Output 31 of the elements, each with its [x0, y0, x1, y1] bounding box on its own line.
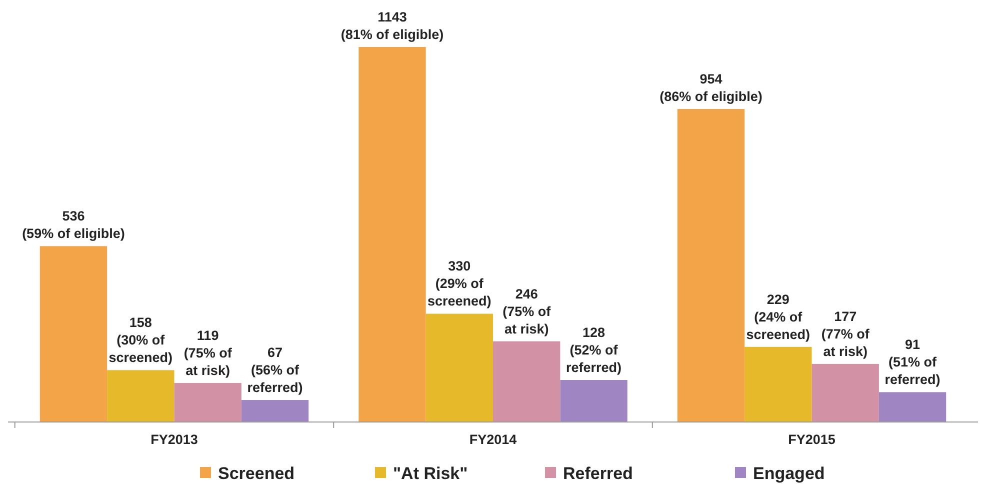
data-label: 246 (75% of at risk) — [502, 286, 552, 336]
bar — [358, 47, 426, 422]
x-tick-label: FY2014 — [469, 432, 518, 447]
data-label: 536 (59% of eligible) — [22, 208, 125, 242]
data-label: 229 (24% of screened) — [746, 292, 810, 342]
bar — [560, 380, 628, 422]
data-label: 330 (29% of screened) — [428, 258, 492, 309]
x-tick-label: FY2013 — [150, 432, 198, 447]
bar — [878, 392, 946, 422]
bar — [812, 364, 879, 422]
data-label: 954 (86% of eligible) — [660, 72, 762, 104]
bar — [241, 400, 309, 422]
legend-label: Screened — [218, 464, 295, 483]
data-label: 158 (30% of screened) — [108, 315, 173, 366]
bar — [174, 382, 242, 422]
data-label: 67 (56% of referred) — [247, 345, 303, 396]
legend-label: Referred — [563, 464, 633, 483]
bar — [677, 109, 745, 422]
data-label: 128 (52% of referred) — [566, 325, 622, 376]
bar — [107, 370, 174, 422]
bar — [744, 346, 812, 422]
bar — [493, 341, 560, 422]
x-tick-label: FY2015 — [788, 432, 836, 447]
legend-label: "At Risk" — [393, 464, 468, 483]
data-label: 177 (77% of at risk) — [821, 308, 870, 359]
data-label: 91 (51% of referred) — [884, 337, 940, 388]
data-label: 1143 (81% of eligible) — [340, 10, 444, 42]
legend-label: Engaged — [753, 464, 825, 483]
bar — [426, 314, 493, 422]
data-label: 119 (75% of at risk) — [184, 328, 232, 378]
bar — [40, 246, 108, 422]
